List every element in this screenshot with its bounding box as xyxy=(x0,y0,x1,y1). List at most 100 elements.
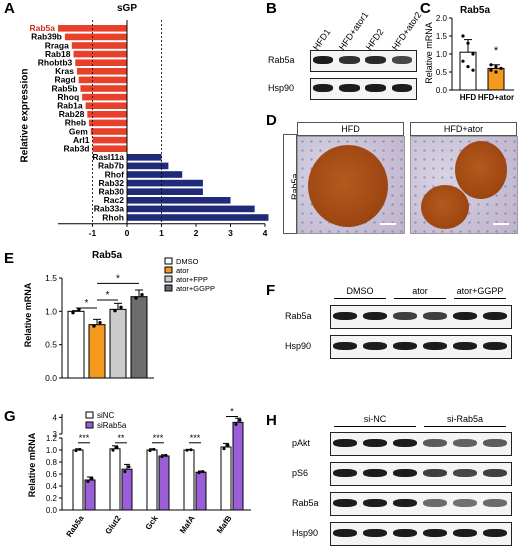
blot-band xyxy=(363,341,387,351)
x-tick-label: HFD+ator xyxy=(478,93,514,102)
ihc-islet xyxy=(455,141,507,199)
gene-label-rab33a: Rab33a xyxy=(94,204,125,214)
gene-label-gem: Gem xyxy=(69,126,88,136)
data-point xyxy=(185,448,189,452)
blot-band xyxy=(423,498,447,508)
group-line xyxy=(424,426,506,427)
panel-letter-d: D xyxy=(266,112,277,129)
blot-band xyxy=(363,498,387,508)
y-tick-label: 0.5 xyxy=(45,340,57,350)
gene-label-rab28: Rab28 xyxy=(59,109,85,119)
blot-band xyxy=(483,468,507,478)
blot-band xyxy=(453,498,477,508)
y-tick-label: 0.2 xyxy=(46,494,58,503)
data-point xyxy=(466,65,470,69)
data-point xyxy=(222,447,226,451)
gene-label-rab5b: Rab5b xyxy=(51,83,77,93)
data-point xyxy=(92,324,96,328)
blot-band xyxy=(393,311,417,321)
data-point xyxy=(152,447,156,451)
blot-band xyxy=(365,56,386,64)
y-tick-label: 2.0 xyxy=(436,14,448,23)
gene-label-rraga: Rraga xyxy=(45,40,69,50)
blot-band xyxy=(333,438,357,448)
bar-rhoq xyxy=(82,93,127,101)
bar-rab7b xyxy=(127,162,169,170)
panel-e-title: Rab5a xyxy=(92,250,123,261)
significance-star: * xyxy=(85,298,89,309)
ihc-image-hfd-ator xyxy=(410,136,518,234)
x-tick-label: Glut2 xyxy=(104,514,123,536)
panel-g-chart: 0.00.20.40.60.81.01.234***Rab5a**Glut2**… xyxy=(46,407,251,539)
blot-row-label: Rab5a xyxy=(268,55,295,65)
bar-rac2 xyxy=(127,197,231,204)
bar-gck-sirab5a xyxy=(158,455,170,511)
blot-strip xyxy=(310,50,417,72)
blot-band xyxy=(393,341,417,351)
blot-band xyxy=(453,528,477,538)
blot-strip xyxy=(310,78,417,100)
blot-band xyxy=(483,528,507,538)
legend-swatch xyxy=(164,266,173,274)
panel-letter-e: E xyxy=(4,250,15,267)
blot-band xyxy=(393,438,417,448)
blot-band xyxy=(333,468,357,478)
legend-label: ator+FPP xyxy=(176,275,208,284)
blot-strip xyxy=(330,522,512,546)
data-point xyxy=(499,66,503,70)
lane-label: HFD2 xyxy=(363,27,386,52)
panel-d-header-hfd: HFD xyxy=(297,122,404,136)
group-line xyxy=(454,298,506,299)
group-line xyxy=(394,298,446,299)
gene-label-kras: Kras xyxy=(55,66,74,76)
bar-rab39b xyxy=(64,33,127,41)
blot-band xyxy=(423,468,447,478)
y-tick-label: 4 xyxy=(53,413,58,422)
ihc-image-hfd xyxy=(297,136,405,234)
y-tick-label: 1.0 xyxy=(45,306,57,316)
bar-rab5a-sirab5a xyxy=(84,479,96,511)
group-label: si-Rab5a xyxy=(446,414,484,424)
blot-strip xyxy=(330,335,512,359)
blot-band xyxy=(312,84,334,92)
panel-letter-b: B xyxy=(266,0,277,17)
gene-label-arl1: Arl1 xyxy=(73,135,90,145)
data-point xyxy=(494,65,498,69)
y-tick-label: 1.5 xyxy=(45,273,57,283)
panel-a-chart: Rab5aRab39bRragaRab18Rhobtb3KrasRagdRab5… xyxy=(29,20,269,238)
y-tick-label: 1.0 xyxy=(436,50,448,59)
bar-rraga xyxy=(71,42,127,49)
data-point xyxy=(160,455,164,459)
group-label: ator+GGPP xyxy=(456,286,504,296)
gene-label-rab32: Rab32 xyxy=(98,178,124,188)
panel-letter-f: F xyxy=(266,282,276,299)
y-tick-label: 0.0 xyxy=(45,373,57,383)
gene-label-rhoh: Rhoh xyxy=(102,212,124,222)
blot-band xyxy=(423,438,447,448)
data-point xyxy=(127,465,131,469)
data-point xyxy=(489,68,493,72)
blot-band xyxy=(393,468,417,478)
blot-band xyxy=(483,311,507,321)
x-tick-label: MafA xyxy=(178,514,197,535)
group-line xyxy=(334,426,416,427)
blot-band xyxy=(365,84,386,92)
y-tick-label: 1.0 xyxy=(46,446,58,455)
y-tick-label: 0.0 xyxy=(46,506,58,515)
data-point xyxy=(226,443,230,447)
bar-glut2-sirab5a xyxy=(121,468,133,511)
data-point xyxy=(74,449,78,453)
blot-band xyxy=(333,528,357,538)
data-point xyxy=(238,418,242,422)
significance-star: * xyxy=(106,290,110,301)
bar-dmso xyxy=(67,310,85,379)
data-point xyxy=(111,448,115,452)
data-point xyxy=(119,305,123,310)
blot-band xyxy=(483,498,507,508)
blot-strip xyxy=(330,305,512,329)
gene-label-rhof: Rhof xyxy=(105,169,125,179)
panel-a-title: sGP xyxy=(117,3,138,14)
y-tick-label: 0.4 xyxy=(46,482,58,491)
y-tick-label: 0.6 xyxy=(46,470,58,479)
